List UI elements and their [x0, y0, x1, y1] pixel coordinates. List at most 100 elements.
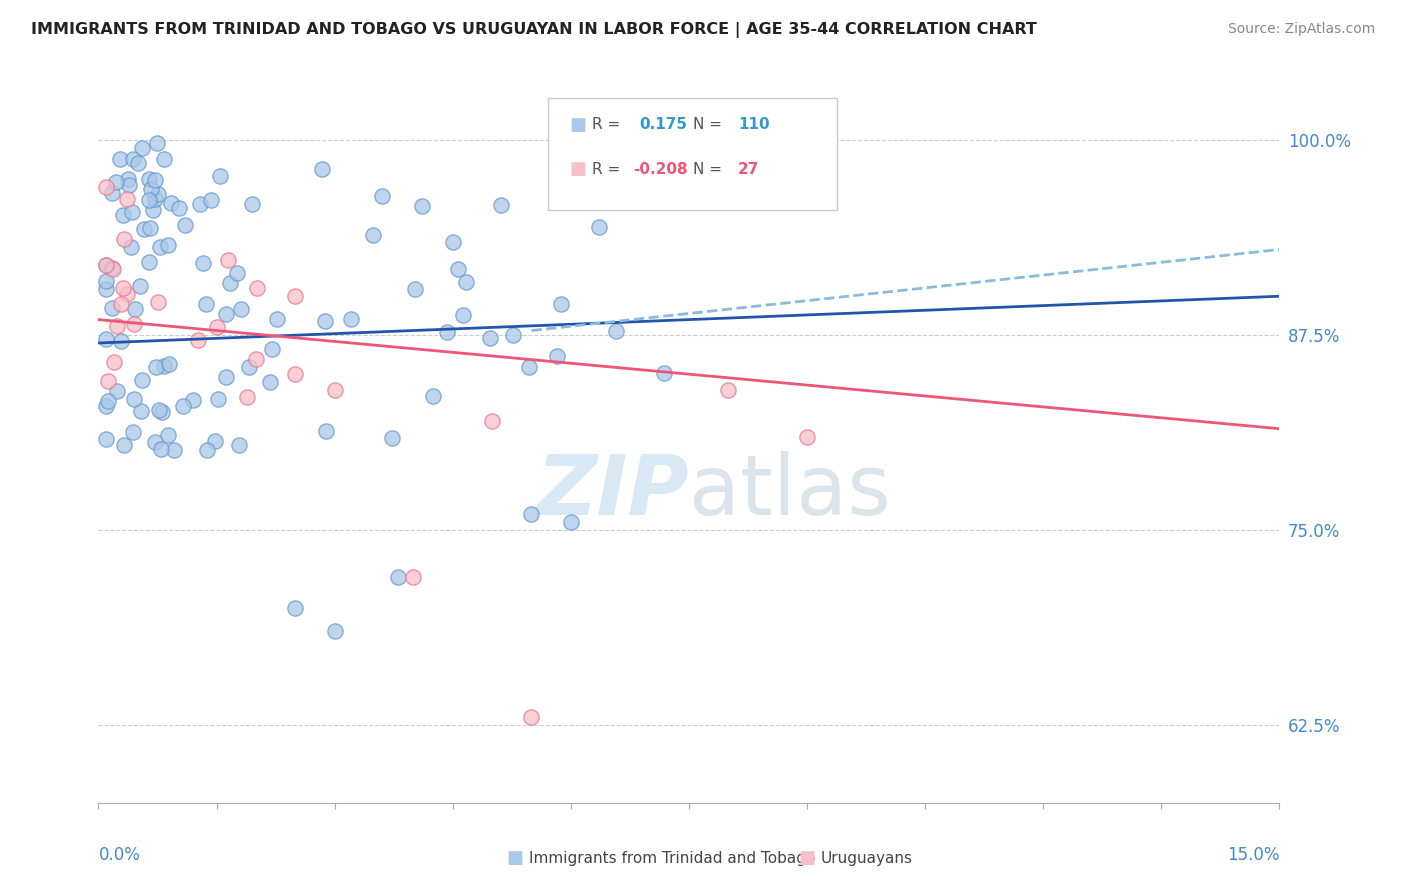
Point [101, 186, 124, 201]
Point [132, 221, 155, 235]
Point [143, 192, 166, 206]
Point [478, 331, 501, 345]
Point [112, 232, 135, 246]
Point [150, 405, 173, 419]
Text: Immigrants from Trinidad and Tobago: Immigrants from Trinidad and Tobago [529, 851, 815, 865]
Point [215, 369, 238, 384]
Point [167, 201, 190, 215]
Point [100, 261, 122, 276]
Point [340, 311, 363, 326]
Point [453, 309, 475, 323]
Text: ■: ■ [569, 116, 586, 134]
Point [323, 624, 346, 639]
Point [162, 442, 184, 457]
Text: 0.0%: 0.0% [98, 847, 141, 864]
Text: 0.175: 0.175 [640, 118, 688, 132]
Point [315, 424, 337, 438]
Text: 15.0%: 15.0% [1227, 847, 1279, 864]
Point [139, 181, 162, 195]
Point [187, 333, 209, 347]
Point [370, 189, 392, 203]
Point [128, 279, 150, 293]
Point [96, 433, 118, 447]
Point [238, 360, 260, 375]
Point [103, 354, 125, 368]
Point [111, 281, 134, 295]
Point [150, 442, 173, 456]
Point [96, 180, 118, 194]
Point [422, 389, 444, 403]
Point [118, 178, 141, 192]
Point [157, 427, 180, 442]
Point [605, 325, 627, 339]
Point [124, 302, 146, 317]
Point [215, 308, 238, 322]
Point [236, 390, 259, 404]
Point [160, 195, 183, 210]
Point [138, 194, 160, 208]
Point [217, 253, 239, 268]
Point [188, 196, 211, 211]
Text: ZIP: ZIP [536, 451, 689, 533]
Point [191, 255, 214, 269]
Point [120, 240, 142, 254]
Point [146, 186, 169, 201]
Point [520, 710, 543, 724]
Text: Source: ZipAtlas.com: Source: ZipAtlas.com [1227, 22, 1375, 37]
Point [520, 508, 543, 522]
Point [145, 434, 167, 449]
Point [96, 332, 118, 346]
Text: R =: R = [592, 162, 620, 177]
Point [194, 297, 217, 311]
Point [218, 277, 240, 291]
Point [240, 196, 263, 211]
Point [245, 351, 267, 366]
Point [121, 204, 143, 219]
Point [143, 173, 166, 187]
Point [546, 349, 568, 363]
Point [284, 289, 307, 303]
Point [284, 601, 307, 615]
Point [207, 392, 229, 407]
Point [172, 399, 194, 413]
Point [104, 175, 127, 189]
Point [446, 261, 468, 276]
Point [204, 434, 226, 448]
Point [195, 442, 218, 457]
Point [266, 312, 288, 326]
Point [127, 156, 149, 170]
Point [122, 152, 145, 166]
Point [110, 334, 132, 348]
Point [153, 359, 176, 373]
Point [550, 296, 572, 310]
Point [148, 403, 170, 417]
Point [122, 317, 145, 331]
Point [652, 366, 675, 380]
Point [131, 141, 153, 155]
Point [717, 383, 740, 397]
Point [146, 295, 169, 310]
Point [131, 404, 153, 418]
Point [110, 297, 132, 311]
Point [284, 368, 307, 382]
Point [560, 515, 582, 529]
Text: 110: 110 [738, 118, 769, 132]
Point [387, 570, 409, 584]
Point [122, 392, 145, 407]
Point [225, 266, 247, 280]
Point [105, 318, 128, 333]
Point [122, 425, 145, 440]
Point [323, 383, 346, 397]
Text: -0.208: -0.208 [633, 162, 688, 177]
Point [183, 392, 205, 407]
Point [441, 235, 464, 249]
Text: N =: N = [693, 162, 723, 177]
Text: R =: R = [592, 118, 620, 132]
Text: ■: ■ [569, 161, 586, 178]
Point [588, 220, 610, 235]
Point [96, 274, 118, 288]
Text: Uruguayans: Uruguayans [821, 851, 912, 865]
Point [153, 153, 176, 167]
Point [96, 399, 118, 413]
Point [101, 262, 124, 277]
